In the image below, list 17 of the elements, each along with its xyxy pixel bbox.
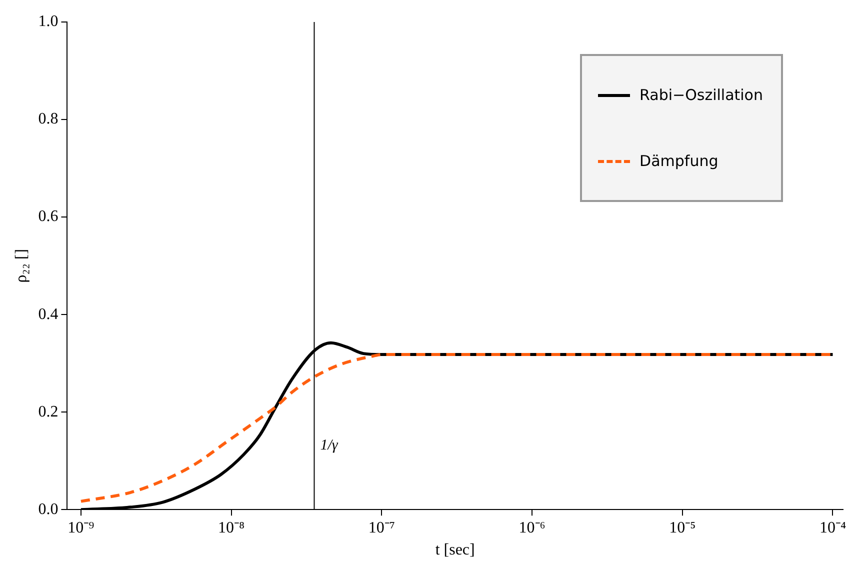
x-tick-label: 10⁻⁵: [669, 519, 696, 536]
x-tick-label: 10⁻⁸: [218, 519, 245, 536]
y-tick-label: 0.8: [38, 110, 58, 128]
y-tick-label: 0.0: [38, 500, 58, 518]
x-tick-label: 10⁻⁴: [819, 519, 846, 536]
x-tick-label: 10⁻⁷: [368, 519, 395, 536]
y-tick-label: 0.4: [38, 306, 58, 323]
legend-label: Dämpfung: [640, 152, 718, 170]
y-axis-title: ρ₂₂ []: [12, 248, 30, 283]
y-tick-label: 1.0: [38, 13, 58, 30]
y-tick-label: 0.2: [38, 403, 58, 420]
y-tick-label: 0.6: [38, 208, 58, 226]
x-tick-label: 10⁻⁶: [518, 519, 546, 536]
x-axis-title: t [sec]: [435, 542, 475, 559]
x-tick-label: 10⁻⁹: [68, 519, 95, 536]
ref-line-label: 1/γ: [320, 438, 339, 454]
legend-label: Rabi−Oszillation: [640, 86, 763, 104]
